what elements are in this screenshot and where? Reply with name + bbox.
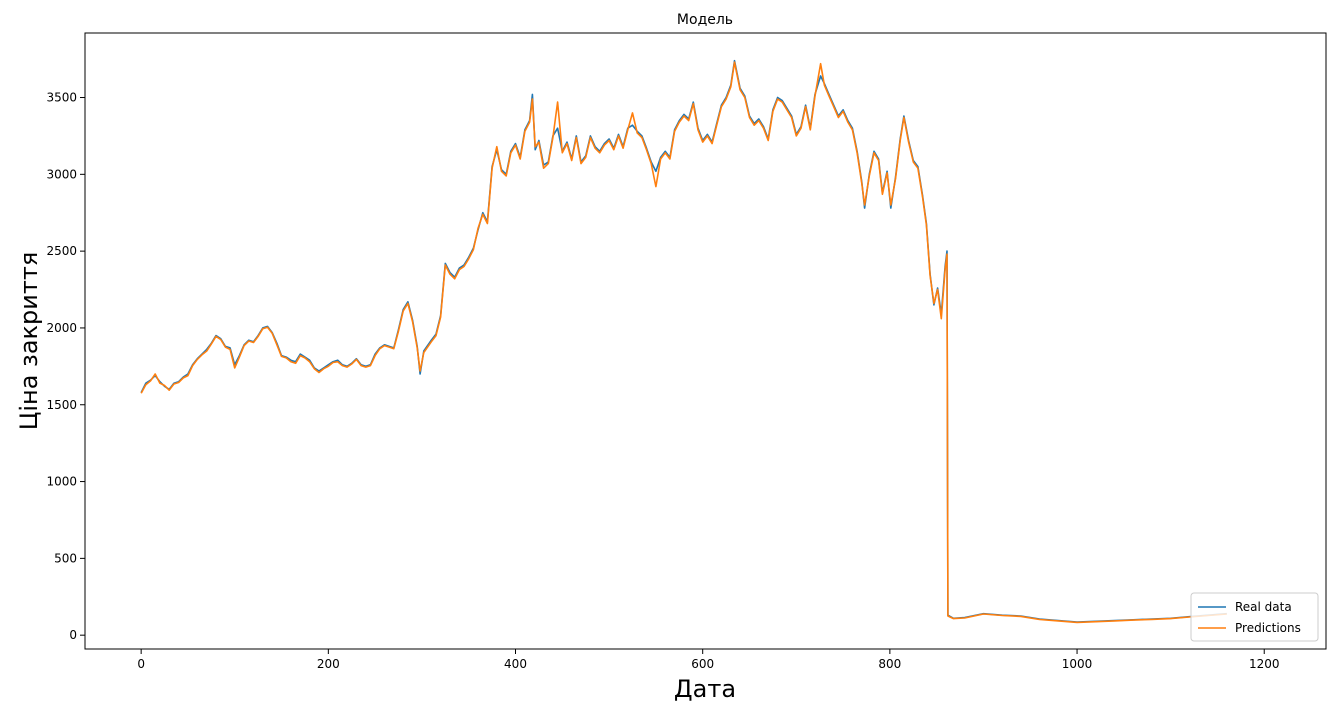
x-tick-label: 800 bbox=[878, 657, 901, 671]
y-axis-ticks: 0 500 1000 1500 2000 2500 3000 3500 bbox=[46, 91, 85, 642]
plot-lines bbox=[140, 59, 1227, 624]
x-tick-label: 400 bbox=[504, 657, 527, 671]
x-tick-label: 1000 bbox=[1062, 657, 1093, 671]
y-tick-label: 2000 bbox=[46, 321, 77, 335]
legend: Real data Predictions bbox=[1190, 592, 1319, 642]
x-tick-label: 0 bbox=[137, 657, 145, 671]
legend-box bbox=[1190, 592, 1319, 642]
y-tick-label: 1000 bbox=[46, 475, 77, 489]
y-tick-label: 3500 bbox=[46, 91, 77, 105]
chart-title: Модель bbox=[677, 12, 733, 28]
x-tick-label: 200 bbox=[317, 657, 340, 671]
x-tick-label: 1200 bbox=[1249, 657, 1280, 671]
series-line-predictions bbox=[140, 61, 1227, 624]
y-tick-label: 3000 bbox=[46, 167, 77, 181]
x-axis-ticks: 0 200 400 600 800 1000 1200 bbox=[137, 649, 1280, 671]
x-axis-label: Дата bbox=[674, 675, 736, 703]
plot-frame bbox=[84, 32, 1327, 650]
series-line-real-data bbox=[140, 59, 1227, 623]
y-axis-label: Ціна закриття bbox=[15, 252, 43, 431]
y-tick-label: 2500 bbox=[46, 244, 77, 258]
x-tick-label: 600 bbox=[691, 657, 714, 671]
y-tick-label: 500 bbox=[54, 551, 77, 565]
y-tick-label: 0 bbox=[69, 628, 77, 642]
legend-label-real-data: Real data bbox=[1235, 600, 1292, 614]
legend-label-predictions: Predictions bbox=[1235, 621, 1301, 635]
y-tick-label: 1500 bbox=[46, 398, 77, 412]
